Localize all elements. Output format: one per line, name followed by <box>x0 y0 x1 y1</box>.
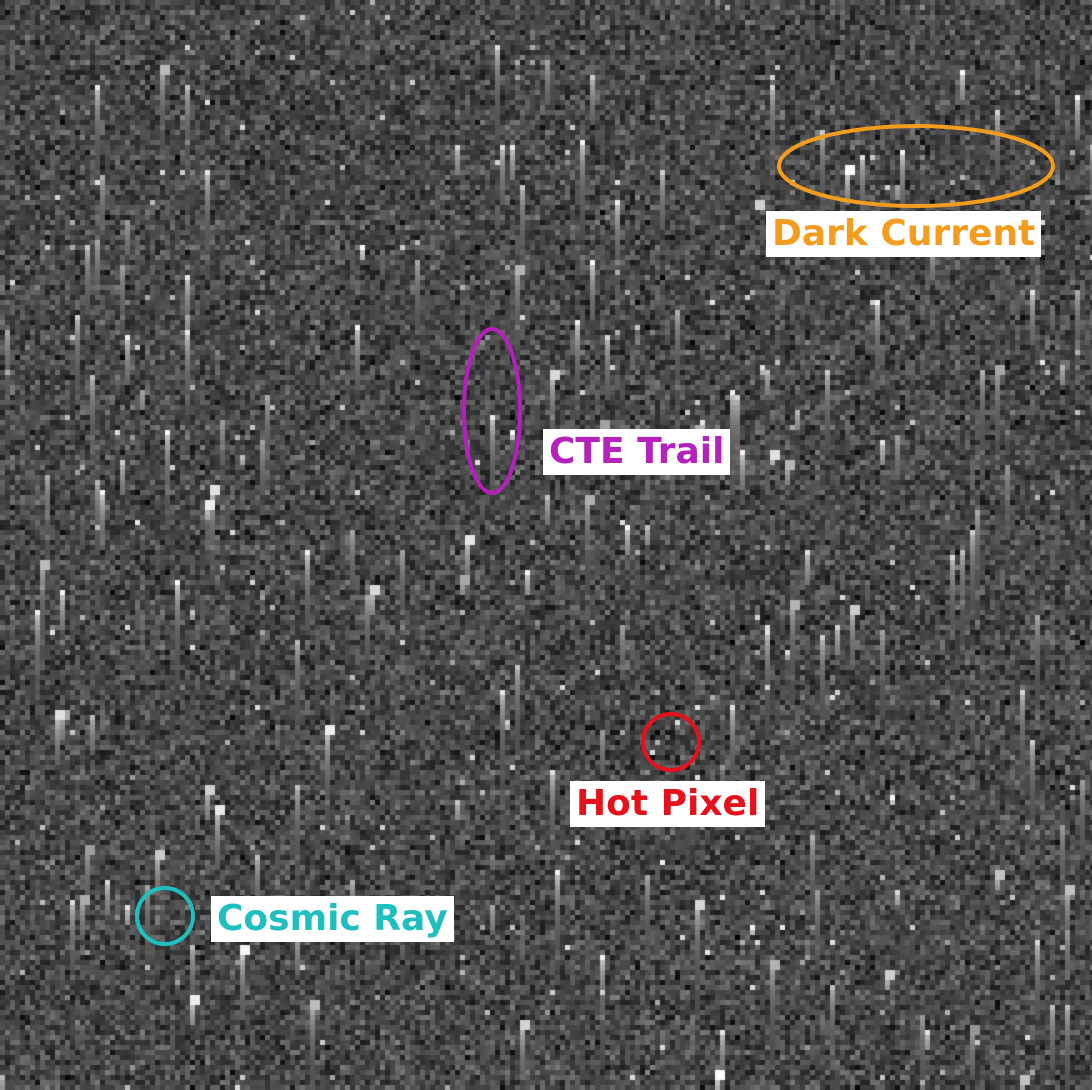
hot-pixel-marker <box>641 712 701 772</box>
dark-current-marker <box>777 124 1055 208</box>
cosmic-ray-label: Cosmic Ray <box>211 896 454 942</box>
hot-pixel-label: Hot Pixel <box>570 781 766 827</box>
cte-trail-marker <box>462 327 522 495</box>
cte-trail-label: CTE Trail <box>543 429 731 475</box>
dark-current-label: Dark Current <box>766 211 1042 257</box>
cosmic-ray-marker <box>135 886 195 946</box>
